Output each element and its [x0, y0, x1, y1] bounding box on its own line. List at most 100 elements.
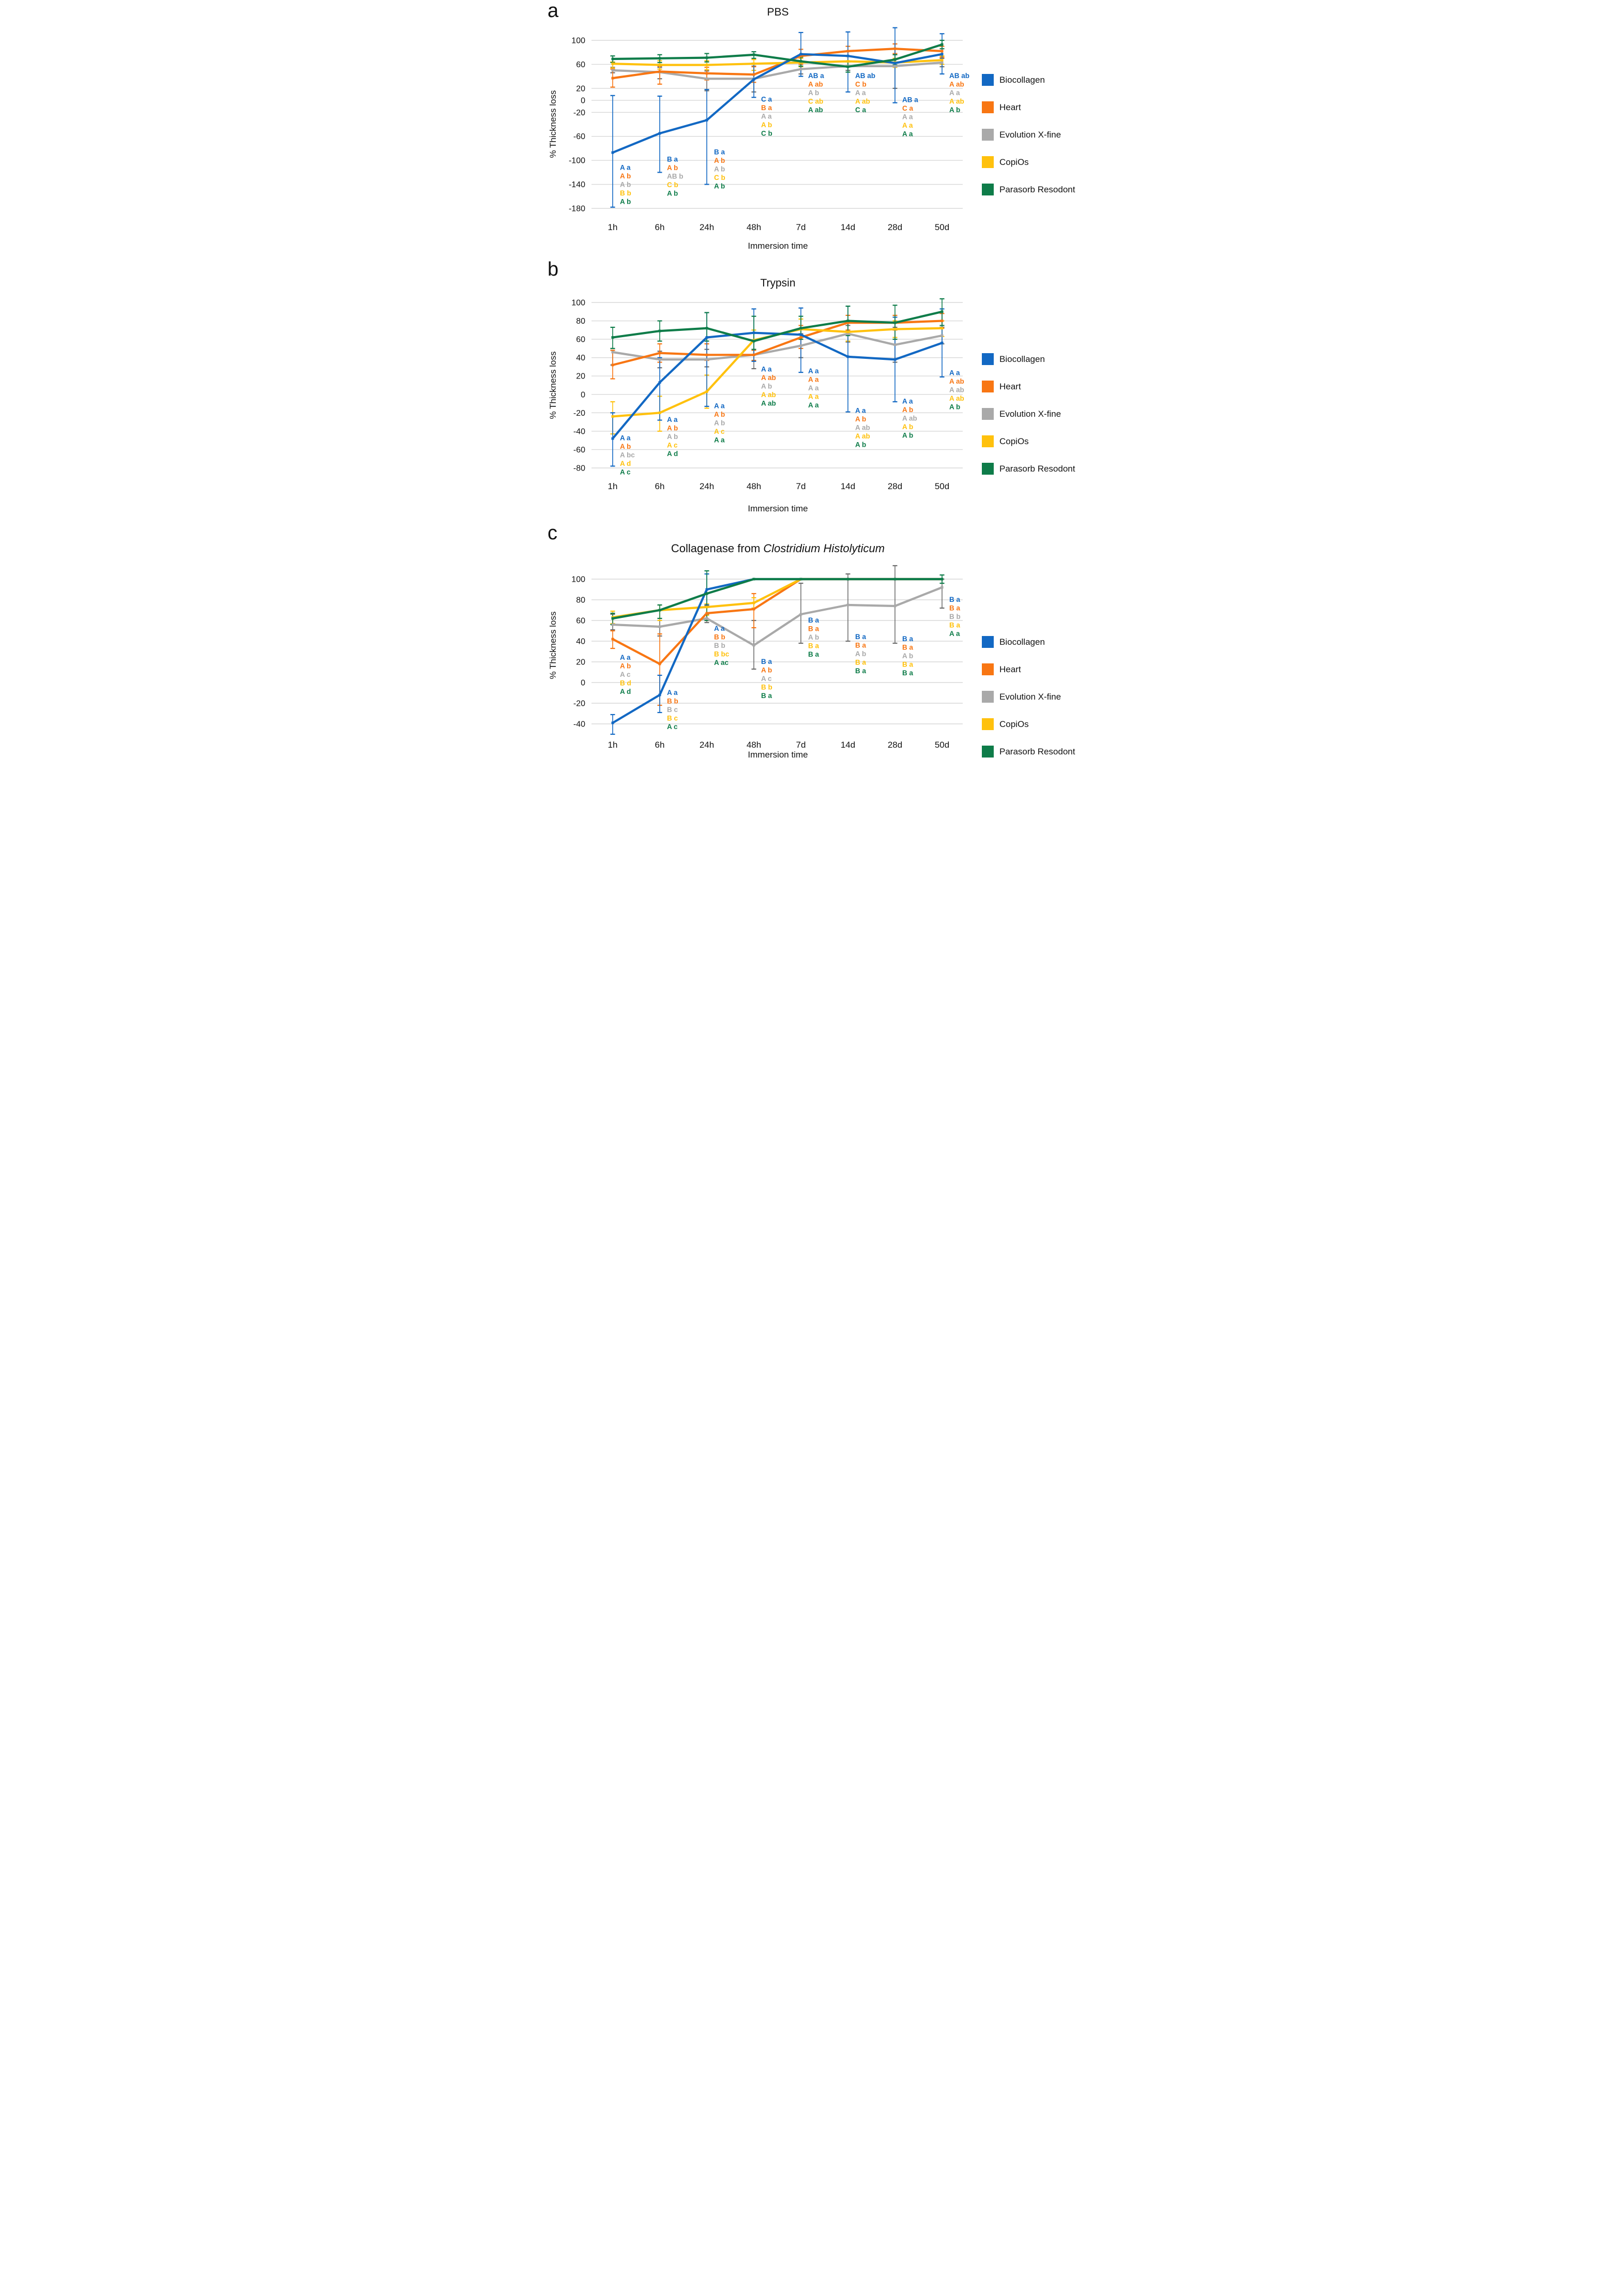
svg-text:A ab: A ab: [949, 377, 964, 385]
legend: Biocollagen Heart Evolution X-fine CopiO…: [982, 353, 1075, 490]
svg-text:A b: A b: [714, 165, 725, 173]
svg-text:A ab: A ab: [902, 415, 917, 422]
svg-text:A c: A c: [620, 468, 631, 476]
svg-text:B a: B a: [855, 633, 867, 641]
svg-text:B a: B a: [808, 616, 819, 624]
svg-text:B a: B a: [855, 659, 867, 667]
legend-swatch-copios: [982, 156, 994, 168]
svg-text:-20: -20: [573, 409, 585, 418]
svg-text:AB a: AB a: [808, 72, 824, 80]
svg-text:A a: A a: [761, 365, 772, 373]
svg-text:B a: B a: [808, 650, 819, 658]
svg-text:B b: B b: [714, 633, 725, 641]
svg-text:0: 0: [581, 390, 585, 399]
chart-canvas-b: 100 80 60 40 20 0 -20 -40 -60 -80 1h 6h 24h 48h 7d 14d 2…: [571, 298, 964, 491]
svg-text:B a: B a: [902, 635, 914, 643]
svg-text:A b: A b: [620, 443, 631, 450]
svg-text:80: 80: [576, 596, 585, 605]
svg-text:A b: A b: [808, 633, 819, 641]
svg-text:A b: A b: [620, 172, 631, 180]
svg-text:A a: A a: [902, 122, 913, 129]
legend-swatch-biocollagen: [982, 353, 994, 365]
svg-text:24h: 24h: [700, 740, 714, 750]
svg-text:0: 0: [581, 97, 585, 105]
svg-text:14d: 14d: [841, 740, 855, 750]
svg-text:B a: B a: [714, 148, 725, 156]
legend-label: Parasorb Resodont: [999, 184, 1075, 194]
svg-text:B bc: B bc: [714, 650, 730, 658]
svg-text:AB ab: AB ab: [949, 72, 969, 80]
svg-text:24h: 24h: [700, 222, 714, 232]
legend-label: Parasorb Resodont: [999, 463, 1075, 474]
chart-title-trypsin: Trypsin: [760, 277, 796, 289]
legend-item-heart: Heart: [982, 101, 1075, 113]
svg-text:1h: 1h: [608, 740, 618, 750]
chart-canvas-a: 100 60 20 0 -20 -60 -100 -140 -180 1h 6h 24h 48h 7d 14…: [569, 27, 969, 232]
panel-pbs: 100 60 20 0 -20 -60 -100 -140 -180 1h 6h 24h 48h 7d 14…: [541, 0, 1083, 259]
legend-label: Evolution X-fine: [999, 129, 1061, 140]
svg-text:60: 60: [576, 336, 585, 344]
svg-text:-140: -140: [569, 180, 585, 189]
svg-text:B a: B a: [949, 604, 961, 612]
svg-text:A b: A b: [667, 433, 678, 441]
svg-text:A a: A a: [667, 416, 678, 423]
svg-text:A a: A a: [949, 369, 960, 376]
svg-text:B a: B a: [667, 155, 678, 163]
svg-text:A b: A b: [855, 650, 866, 658]
legend-label: CopiOs: [999, 719, 1029, 729]
svg-text:A a: A a: [761, 112, 772, 120]
panel-collagenase: 100 80 60 40 20 0 -20 -40 1h 6h 24h 48h 7d 14d 28d 50d A…: [541, 522, 1083, 762]
svg-text:100: 100: [571, 299, 585, 308]
svg-text:A b: A b: [667, 189, 678, 197]
svg-text:A a: A a: [902, 113, 913, 121]
legend-label: Heart: [999, 664, 1021, 674]
legend-swatch-parasorb-resodont: [982, 463, 994, 475]
legend-item-parasorb-resodont: Parasorb Resodont: [982, 184, 1075, 195]
panel-letter-a: a: [548, 0, 559, 22]
svg-text:20: 20: [576, 84, 585, 93]
panel-letter-b: b: [548, 259, 559, 280]
svg-text:A a: A a: [620, 654, 631, 661]
svg-text:A a: A a: [855, 406, 866, 414]
svg-text:A c: A c: [620, 671, 631, 678]
svg-text:A ab: A ab: [949, 81, 964, 88]
chart-title-pbs: PBS: [767, 6, 789, 18]
svg-text:A a: A a: [808, 375, 819, 383]
svg-text:A b: A b: [714, 183, 725, 190]
svg-text:48h: 48h: [747, 740, 761, 750]
svg-text:A a: A a: [808, 401, 819, 409]
legend-item-evolution-x-fine: Evolution X-fine: [982, 129, 1075, 141]
svg-text:B b: B b: [949, 613, 961, 620]
svg-text:C b: C b: [855, 81, 867, 88]
svg-text:-60: -60: [573, 446, 585, 455]
svg-text:28d: 28d: [888, 481, 902, 491]
svg-text:B a: B a: [761, 104, 772, 112]
svg-text:C a: C a: [761, 95, 772, 103]
legend-item-heart: Heart: [982, 663, 1075, 675]
svg-text:A ab: A ab: [855, 423, 870, 431]
svg-text:B a: B a: [949, 622, 961, 629]
svg-text:A b: A b: [855, 415, 866, 423]
svg-text:-20: -20: [573, 109, 585, 117]
svg-text:A b: A b: [667, 425, 678, 432]
legend-label: Heart: [999, 381, 1021, 391]
legend-label: Biocollagen: [999, 354, 1045, 364]
svg-text:AB b: AB b: [667, 172, 684, 180]
svg-text:A ab: A ab: [949, 386, 964, 393]
svg-text:A a: A a: [902, 130, 913, 138]
legend-swatch-heart: [982, 381, 994, 392]
svg-text:20: 20: [576, 658, 585, 667]
legend-swatch-evolution-x-fine: [982, 691, 994, 703]
svg-text:A a: A a: [714, 625, 725, 632]
svg-text:A ab: A ab: [855, 432, 870, 440]
y-axis-label: % Thickness loss: [548, 90, 558, 158]
legend-item-biocollagen: Biocollagen: [982, 636, 1075, 648]
chart-canvas-c: 100 80 60 40 20 0 -20 -40 1h 6h 24h 48h 7d 14d 28d 50d A…: [571, 565, 963, 750]
svg-text:A a: A a: [949, 630, 960, 638]
legend-item-copios: CopiOs: [982, 718, 1075, 730]
svg-text:C a: C a: [855, 106, 867, 114]
svg-text:B a: B a: [808, 625, 819, 633]
y-axis-label: % Thickness loss: [548, 351, 558, 419]
legend-swatch-biocollagen: [982, 636, 994, 648]
svg-text:A b: A b: [714, 419, 725, 427]
